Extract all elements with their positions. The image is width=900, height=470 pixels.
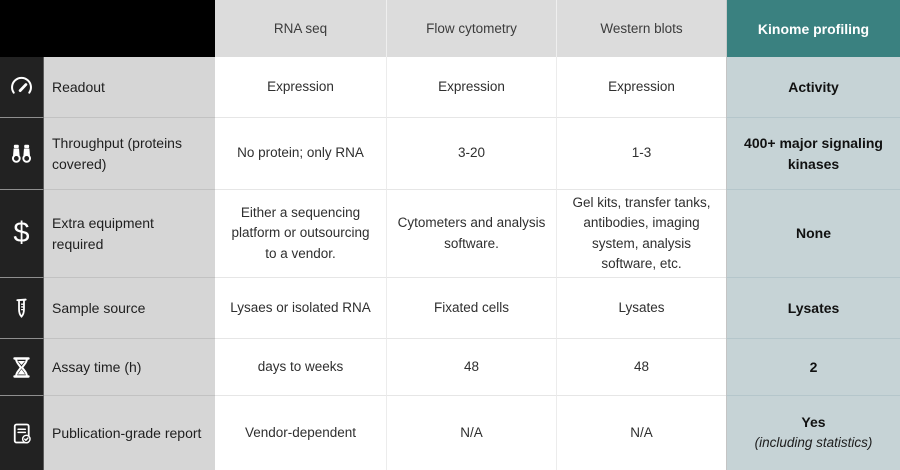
cell-text: 3-20: [457, 145, 486, 161]
cell-text: Vendor-dependent: [244, 424, 357, 440]
cell-text: N/A: [630, 424, 653, 440]
kinome-value-cell: None: [726, 189, 900, 277]
row-label: Sample source: [44, 277, 215, 338]
value-cell: Lysates: [556, 277, 726, 338]
value-cell: Gel kits, transfer tanks, antibodies, im…: [556, 189, 726, 277]
table-row: $ Extra equipment required Either a sequen…: [0, 189, 900, 277]
value-cell: 48: [386, 338, 556, 395]
table-row: Readout Expression Expression Expression Act…: [0, 57, 900, 117]
row-label: Assay time (h): [44, 338, 215, 395]
cell-text: Gel kits, transfer tanks, antibodies, im…: [572, 195, 711, 271]
gauge-icon: [0, 57, 44, 117]
value-cell: Expression: [556, 57, 726, 117]
table-row: Throughput (proteins covered) No protein;…: [0, 117, 900, 189]
table-row: Publication-grade report Vendor-dependent…: [0, 395, 900, 470]
table-corner-spacer: [0, 0, 215, 57]
column-header-rna-seq: RNA seq: [215, 0, 386, 57]
value-cell: Lysaes or isolated RNA: [215, 277, 386, 338]
column-header-kinome-profiling: Kinome profiling: [726, 0, 900, 57]
hourglass-icon: [0, 338, 44, 395]
value-cell: 3-20: [386, 117, 556, 189]
binoculars-icon: [0, 117, 44, 189]
value-cell: Vendor-dependent: [215, 395, 386, 470]
kinome-value-cell: Lysates: [726, 277, 900, 338]
table-header-row: RNA seq Flow cytometry Western blots Kin…: [0, 0, 900, 57]
cell-text: 400+ major signaling kinases: [744, 134, 883, 172]
cell-text: days to weeks: [257, 358, 344, 374]
value-cell: Either a sequencing platform or outsourc…: [215, 189, 386, 277]
cell-text: N/A: [460, 424, 483, 440]
row-label: Throughput (proteins covered): [44, 117, 215, 189]
value-cell: Expression: [215, 57, 386, 117]
kinome-value-cell: Yes (including statistics): [726, 395, 900, 470]
cell-text: Lysaes or isolated RNA: [230, 299, 371, 315]
cell-text: None: [796, 225, 831, 241]
row-label: Extra equipment required: [44, 189, 215, 277]
value-cell: Cytometers and analysis software.: [386, 189, 556, 277]
cell-text: 1-3: [631, 145, 652, 161]
value-cell: 1-3: [556, 117, 726, 189]
cell-text: 48: [463, 358, 480, 374]
cell-text: Cytometers and analysis software.: [397, 215, 546, 251]
kinome-value-cell: 400+ major signaling kinases: [726, 117, 900, 189]
cell-text: Either a sequencing platform or outsourc…: [231, 205, 370, 261]
table-body: Readout Expression Expression Expression Act…: [0, 57, 900, 470]
kinome-value-cell: Activity: [726, 57, 900, 117]
cell-text: Activity: [788, 78, 839, 95]
table-row: Assay time (h) days to weeks 48 48 2: [0, 338, 900, 395]
cell-text: Fixated cells: [433, 299, 510, 315]
table-row: Sample source Lysaes or isolated RNA Fixat…: [0, 277, 900, 338]
cell-note: (including statistics): [754, 435, 873, 451]
report-check-icon: [0, 395, 44, 470]
cell-text: Expression: [267, 78, 334, 94]
tube-icon: [0, 277, 44, 338]
value-cell: No protein; only RNA: [215, 117, 386, 189]
value-cell: Fixated cells: [386, 277, 556, 338]
cell-text: Lysates: [787, 299, 840, 316]
cell-text: 2: [809, 358, 818, 375]
cell-text: No protein; only RNA: [237, 145, 364, 161]
cell-text: 48: [633, 358, 650, 374]
cell-text: Lysates: [618, 299, 665, 315]
cell-text: Expression: [608, 78, 675, 94]
value-cell: days to weeks: [215, 338, 386, 395]
dollar-icon: $: [0, 189, 44, 277]
value-cell: Expression: [386, 57, 556, 117]
kinome-value-cell: 2: [726, 338, 900, 395]
cell-text: Yes: [801, 414, 826, 431]
row-label: Publication-grade report: [44, 395, 215, 470]
cell-text: Expression: [438, 78, 505, 94]
value-cell: 48: [556, 338, 726, 395]
column-header-western-blots: Western blots: [556, 0, 726, 57]
column-header-flow-cytometry: Flow cytometry: [386, 0, 556, 57]
row-label: Readout: [44, 57, 215, 117]
value-cell: N/A: [386, 395, 556, 470]
value-cell: N/A: [556, 395, 726, 470]
